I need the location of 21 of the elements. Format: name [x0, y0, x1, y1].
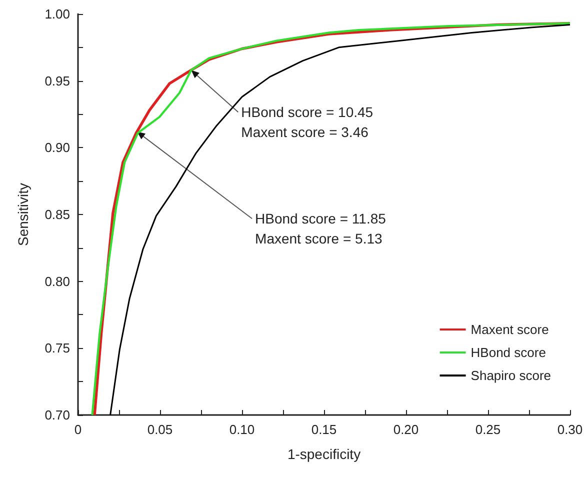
y-tick-label: 0.90 [44, 140, 70, 156]
legend-label: Shapiro score [470, 368, 552, 383]
annotation: HBond score = 11.85 Maxent score = 5.13 [255, 210, 386, 247]
x-tick-label: 0.20 [393, 422, 419, 437]
legend-label: HBond score [470, 345, 546, 360]
x-tick-label: 0.15 [311, 422, 337, 437]
x-tick-label: 0.05 [147, 422, 173, 437]
x-tick-label: 0.10 [229, 422, 255, 437]
y-tick-label: 0.80 [44, 274, 70, 289]
y-tick-label: 0.70 [44, 408, 70, 422]
y-axis-title: Sensitivity [15, 182, 31, 246]
x-tick-label: 0 [74, 422, 82, 437]
annotation: HBond score = 10.45 Maxent score = 3.46 [241, 104, 374, 140]
y-tick-label: 1.00 [44, 6, 70, 22]
y-tick-label: 0.95 [44, 73, 70, 88]
legend-label: Maxent score [470, 322, 549, 337]
y-tick-label: 0.85 [44, 207, 70, 222]
x-tick-label: 0.30 [557, 422, 583, 437]
x-axis-title: 1-specificity [287, 446, 361, 462]
y-tick-label: 0.75 [44, 340, 70, 356]
x-tick-label: 0.25 [475, 422, 501, 437]
